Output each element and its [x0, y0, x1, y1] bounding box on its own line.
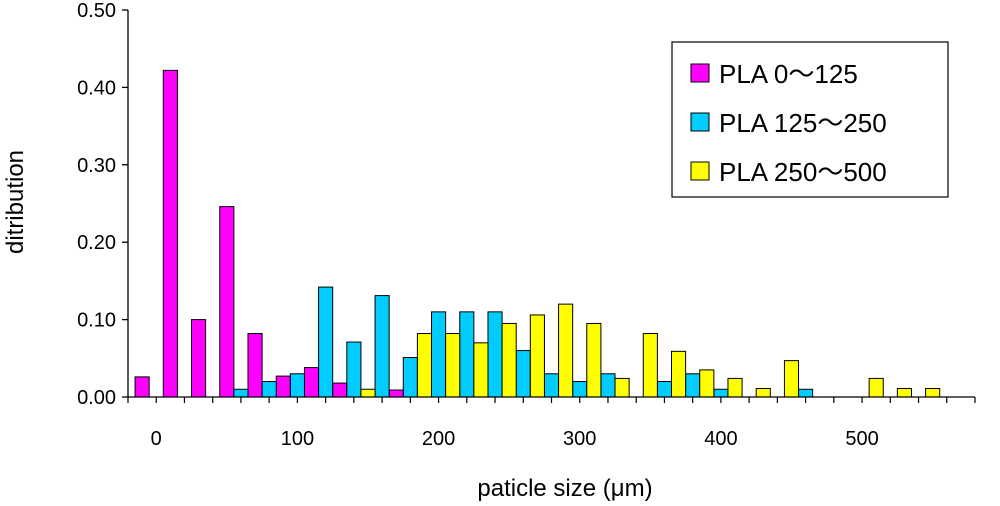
bar-s2-15: [755, 387, 771, 398]
bar-s2-13: [699, 369, 715, 398]
bar-s2-6: [501, 322, 517, 398]
bar-s2-12: [670, 350, 687, 398]
bar-s2-20: [896, 387, 912, 398]
x-tick-label-1: 100: [281, 428, 314, 450]
bar-s0-1: [162, 69, 178, 398]
x-tick-label-2: 200: [422, 428, 455, 450]
plot-bars: [134, 69, 941, 398]
y-tick-label-4: 0.40: [77, 77, 116, 99]
bar-s2-1: [360, 388, 376, 398]
x-tick-label-5: 500: [845, 428, 878, 450]
bar-s0-6: [303, 367, 320, 398]
legend-label-1: PLA 125～250: [719, 108, 887, 138]
y-axis-title: ditribution: [2, 150, 29, 254]
bar-s0-5: [275, 375, 291, 398]
x-axis-title: paticle size (μm): [477, 475, 652, 502]
bar-s0-3: [219, 206, 235, 398]
bar-s1-16: [656, 381, 673, 398]
bar-s1-10: [487, 311, 503, 398]
bar-s1-21: [798, 388, 814, 398]
bar-s1-9: [459, 311, 475, 398]
bar-s2-4: [445, 333, 461, 398]
legend-frame: [671, 41, 949, 198]
bar-s2-8: [558, 303, 574, 398]
legend-label-0: PLA 0～125: [719, 59, 858, 89]
legend-swatch-1: [690, 112, 710, 132]
bar-s0-4: [247, 333, 263, 398]
bar-s2-21: [925, 387, 941, 398]
x-tick-label-3: 300: [563, 428, 596, 450]
bar-s2-7: [529, 314, 545, 398]
y-tick-label-0: 0.00: [77, 387, 116, 409]
bar-s1-13: [572, 381, 588, 398]
x-tick-label-4: 400: [704, 428, 737, 450]
legend-swatch-2: [690, 161, 710, 181]
bar-s1-14: [600, 373, 616, 398]
bar-s1-2: [261, 381, 277, 398]
bar-s0-2: [191, 319, 207, 398]
bar-s1-18: [713, 388, 729, 398]
bar-s2-19: [868, 377, 884, 398]
y-tick-label-1: 0.10: [77, 310, 116, 332]
bar-s0-0: [134, 376, 150, 398]
bar-s2-14: [727, 377, 743, 398]
bar-s1-1: [233, 388, 249, 398]
y-tick-label-3: 0.30: [77, 155, 116, 177]
bar-s1-17: [685, 373, 701, 398]
legend-swatch-0: [690, 63, 710, 83]
bar-s2-10: [614, 377, 630, 398]
bar-s1-7: [402, 357, 418, 398]
bar-s2-16: [783, 360, 800, 398]
bar-s1-11: [515, 350, 531, 398]
legend: PLA 0～125 PLA 125～250 PLA 250～500: [671, 41, 949, 198]
bar-s2-9: [586, 322, 602, 398]
bar-s1-4: [318, 286, 334, 398]
bar-s2-5: [473, 342, 489, 398]
bar-s1-8: [431, 311, 447, 398]
axes: 0.00 0.10 0.20 0.30 0.40 0.50 0 100 200 300 400 500: [77, 0, 976, 450]
bar-s1-6: [374, 295, 390, 398]
bar-s1-3: [289, 373, 305, 398]
bar-s2-11: [642, 333, 658, 398]
bar-s2-3: [416, 333, 433, 398]
bar-s1-5: [346, 341, 362, 398]
legend-label-2: PLA 250～500: [719, 157, 887, 187]
x-tick-label-0: 0: [151, 428, 162, 450]
bar-s0-9: [388, 389, 404, 398]
bar-s1-12: [543, 373, 560, 398]
y-tick-label-5: 0.50: [77, 0, 116, 22]
bar-s0-7: [332, 382, 348, 398]
y-tick-label-2: 0.20: [77, 232, 116, 254]
